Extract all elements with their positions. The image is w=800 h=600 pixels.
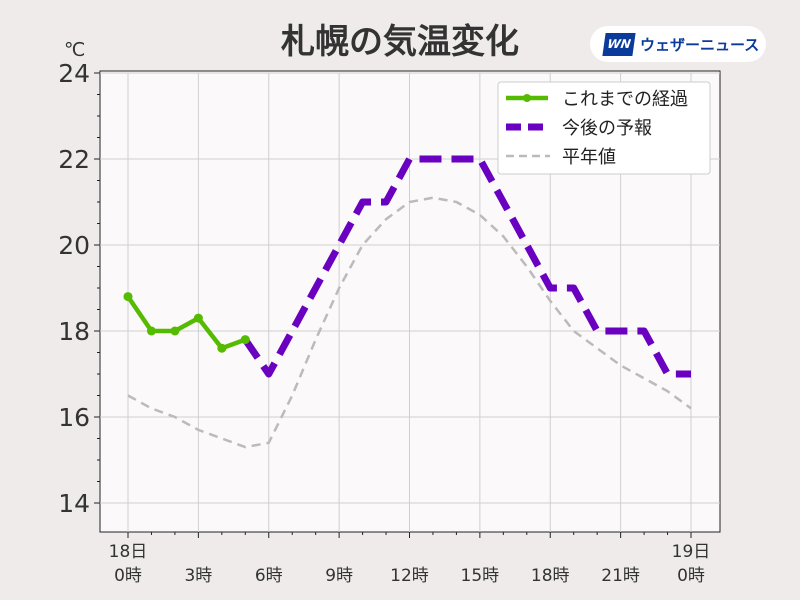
observed-point — [123, 292, 133, 302]
y-tick-label: 22 — [58, 145, 90, 174]
x-tick-label: 12時 — [390, 566, 429, 586]
observed-point — [146, 326, 156, 336]
x-tick-label-date: 19日 — [672, 542, 711, 562]
y-tick-label: 24 — [58, 59, 90, 88]
x-tick-label: 18時 — [531, 566, 570, 586]
y-tick-label: 20 — [58, 231, 90, 260]
y-axis-unit: ℃ — [64, 39, 85, 61]
x-tick-label: 9時 — [325, 566, 353, 586]
x-tick-label-date: 18日 — [109, 542, 148, 562]
y-tick-label: 16 — [58, 403, 90, 432]
x-tick-label: 15時 — [461, 566, 500, 586]
legend-normal-label: 平年値 — [562, 147, 616, 168]
legend-box — [497, 81, 711, 175]
observed-point — [193, 313, 203, 323]
x-tick-label: 21時 — [601, 566, 640, 586]
x-tick-label: 0時 — [114, 566, 142, 586]
chart-title: 札幌の気温変化 — [281, 22, 519, 62]
observed-point — [170, 326, 180, 336]
x-tick-label: 3時 — [184, 566, 212, 586]
y-tick-label: 18 — [58, 317, 90, 346]
observed-point — [240, 335, 250, 345]
weathernews-logo: WN ウェザーニュース — [590, 26, 766, 62]
legend-observed-marker — [523, 94, 531, 102]
x-tick-label: 0時 — [677, 566, 705, 586]
observed-point — [217, 343, 227, 353]
logo-text: ウェザーニュース — [640, 36, 760, 54]
normal-temperature-line — [127, 196, 692, 449]
y-tick-label: 14 — [58, 489, 90, 518]
x-tick-label: 6時 — [255, 566, 283, 586]
forecast-line — [242, 155, 691, 378]
legend-forecast-label: 今後の予報 — [562, 118, 652, 139]
legend-observed-label: これまでの経過 — [562, 89, 688, 110]
